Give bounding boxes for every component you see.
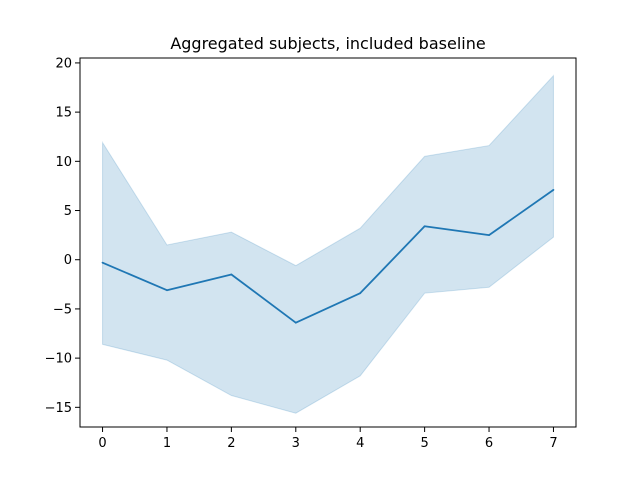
- y-axis: 20 15 10 5 0 −5 −10 −15: [45, 56, 80, 416]
- y-tick-label: 0: [64, 253, 72, 268]
- data-point: [359, 292, 362, 295]
- data-point: [230, 273, 233, 276]
- confidence-band: [102, 74, 554, 414]
- y-tick-label: 20: [55, 56, 72, 71]
- series-line: [102, 189, 554, 324]
- y-tick-label: −15: [45, 401, 72, 416]
- x-tick-label: 0: [98, 436, 106, 451]
- x-tick-label: 5: [420, 436, 428, 451]
- x-tick-label: 2: [227, 436, 235, 451]
- x-tick-label: 3: [292, 436, 300, 451]
- data-point: [294, 321, 297, 324]
- data-point: [101, 261, 104, 264]
- data-point: [423, 225, 426, 228]
- x-tick-label: 1: [163, 436, 171, 451]
- axes-frame: [79, 57, 577, 428]
- data-point: [166, 289, 168, 292]
- y-tick-label: 5: [64, 204, 72, 219]
- x-tick-label: 6: [485, 436, 493, 451]
- plot-area: [101, 74, 555, 414]
- x-axis: 0 1 2 3 4 5 6 7: [98, 427, 558, 451]
- y-tick-label: 15: [55, 106, 72, 121]
- x-tick-label: 7: [549, 436, 557, 451]
- data-point: [552, 188, 555, 191]
- data-point: [488, 234, 490, 237]
- chart-title: Aggregated subjects, included baseline: [170, 34, 485, 53]
- y-tick-label: −10: [45, 352, 72, 367]
- x-tick-label: 4: [356, 436, 364, 451]
- y-tick-label: −5: [53, 302, 72, 317]
- y-tick-label: 10: [55, 155, 72, 170]
